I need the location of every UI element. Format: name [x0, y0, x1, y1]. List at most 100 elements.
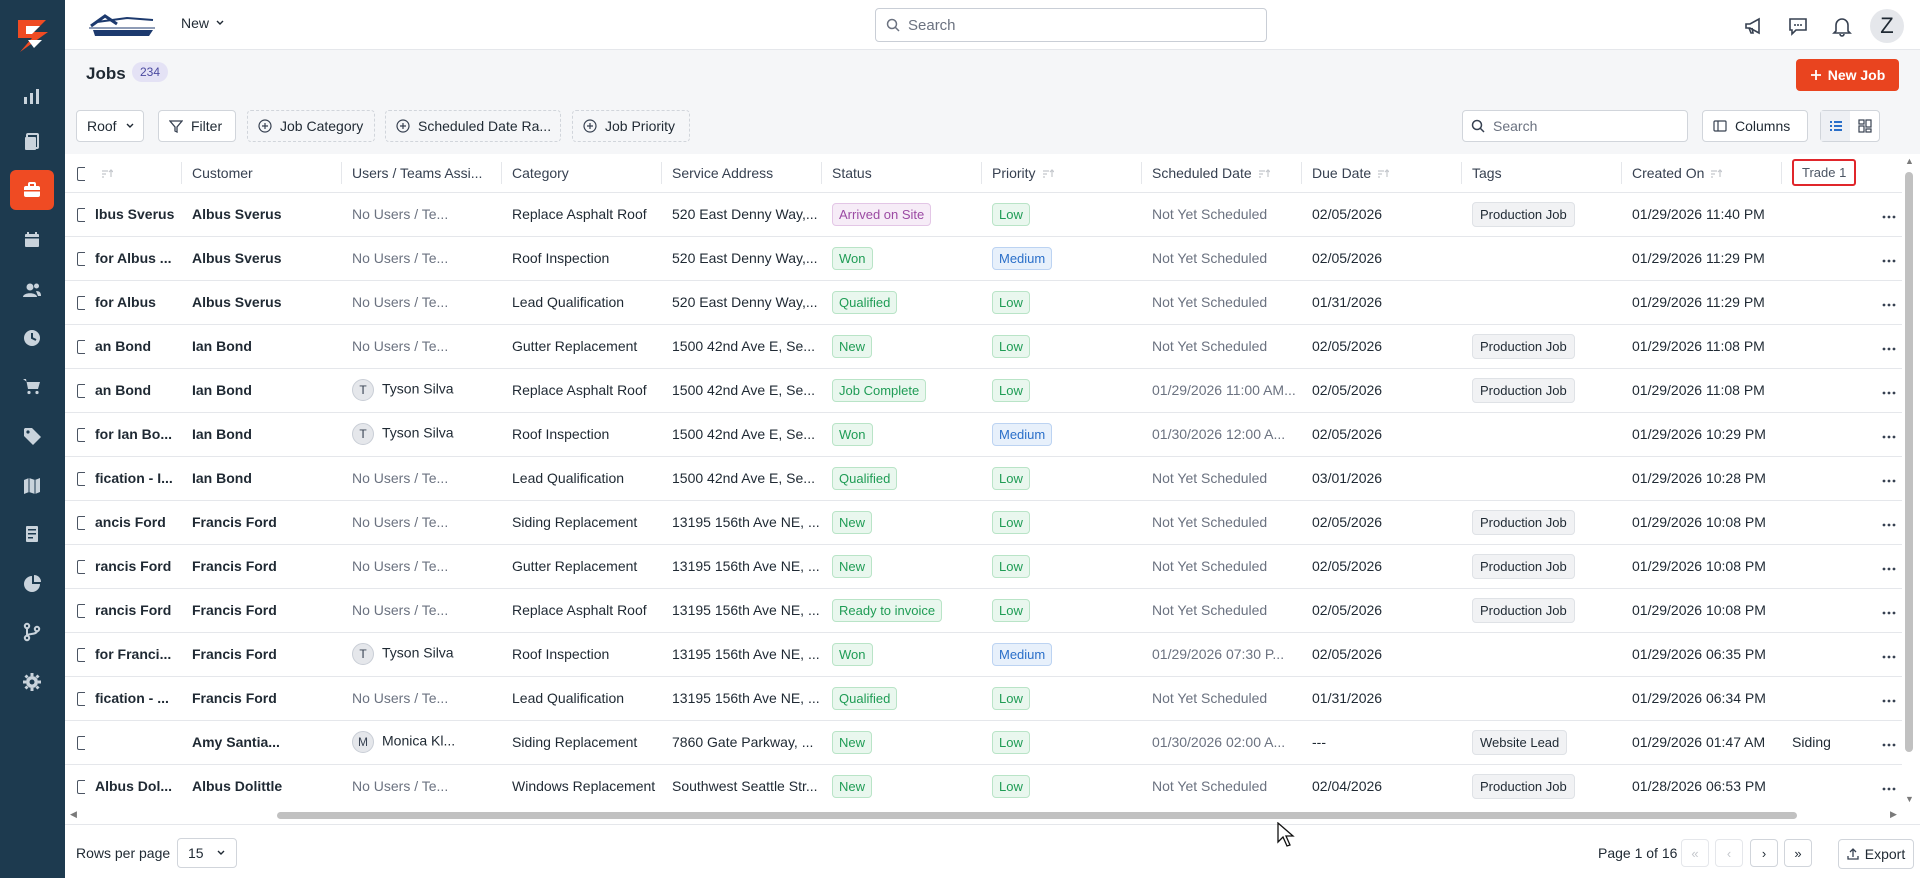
ellipsis-icon[interactable]	[1882, 611, 1896, 615]
vertical-scroll-thumb[interactable]	[1905, 172, 1913, 752]
customer-name[interactable]: Francis Ford	[182, 588, 342, 633]
row-checkbox[interactable]	[77, 692, 85, 707]
table-row[interactable]: for Franci... Francis Ford T Tyson Silva …	[65, 632, 1902, 677]
table-row[interactable]: Albus Dol... Albus Dolittle No Users / T…	[65, 764, 1902, 809]
status-column-header[interactable]: Status	[822, 154, 982, 193]
customer-column-header[interactable]: Customer	[182, 154, 342, 193]
job-name[interactable]	[85, 720, 182, 765]
sidebar-item-reports[interactable]	[10, 564, 54, 604]
row-checkbox[interactable]	[77, 516, 85, 531]
list-view-button[interactable]	[1821, 111, 1850, 141]
row-checkbox[interactable]	[77, 252, 85, 267]
sidebar-item-map[interactable]	[10, 466, 54, 506]
customer-name[interactable]: Albus Sverus	[182, 236, 342, 281]
table-row[interactable]: an Bond Ian Bond No Users / Te... Gutter…	[65, 324, 1902, 369]
job-name[interactable]: an Bond	[85, 368, 182, 413]
scroll-left-arrow[interactable]: ◀	[70, 809, 77, 819]
category-column-header[interactable]: Category	[502, 154, 662, 193]
ellipsis-icon[interactable]	[1882, 523, 1896, 527]
address-column-header[interactable]: Service Address	[662, 154, 822, 193]
job-name[interactable]: for Ian Bo...	[85, 412, 182, 457]
sidebar-item-invoices[interactable]	[10, 514, 54, 554]
job-name[interactable]: lbus Sverus	[85, 192, 182, 237]
table-row[interactable]: rancis Ford Francis Ford No Users / Te..…	[65, 588, 1902, 633]
job-name[interactable]: fication - I...	[85, 456, 182, 501]
ellipsis-icon[interactable]	[1882, 259, 1896, 263]
table-row[interactable]: ancis Ford Francis Ford No Users / Te...…	[65, 500, 1902, 545]
customer-name[interactable]: Francis Ford	[182, 632, 342, 677]
user-avatar[interactable]: Z	[1870, 9, 1904, 43]
last-page-button[interactable]: »	[1784, 839, 1812, 867]
horizontal-scrollbar[interactable]: ◀ ▶	[65, 808, 1905, 822]
ellipsis-icon[interactable]	[1882, 699, 1896, 703]
customer-name[interactable]: Amy Santia...	[182, 720, 342, 765]
announcements-button[interactable]	[1738, 10, 1770, 42]
job-name[interactable]: fication - ...	[85, 676, 182, 721]
next-page-button[interactable]: ›	[1750, 839, 1778, 867]
global-search-input[interactable]	[908, 16, 1228, 34]
customer-name[interactable]: Ian Bond	[182, 324, 342, 369]
job-name[interactable]: ancis Ford	[85, 500, 182, 545]
row-checkbox[interactable]	[77, 648, 85, 663]
row-checkbox[interactable]	[77, 428, 85, 443]
table-row[interactable]: for Albus Albus Sverus No Users / Te... …	[65, 280, 1902, 325]
scheduled-column-header[interactable]: Scheduled Date	[1142, 154, 1302, 193]
messages-button[interactable]	[1782, 10, 1814, 42]
table-row[interactable]: fication - I... Ian Bond No Users / Te..…	[65, 456, 1902, 501]
trade-column-header[interactable]: Trade 1	[1782, 154, 1862, 193]
scroll-down-arrow[interactable]: ▼	[1905, 794, 1914, 804]
table-row[interactable]: lbus Sverus Albus Sverus No Users / Te..…	[65, 192, 1902, 237]
table-row[interactable]: fication - ... Francis Ford No Users / T…	[65, 676, 1902, 721]
row-checkbox[interactable]	[77, 736, 85, 751]
users-column-header[interactable]: Users / Teams Assi...	[342, 154, 502, 193]
select-all-checkbox[interactable]	[77, 166, 85, 181]
columns-button[interactable]: Columns	[1702, 110, 1808, 142]
customer-name[interactable]: Albus Dolittle	[182, 764, 342, 809]
name-column-header[interactable]	[85, 154, 182, 193]
customer-name[interactable]: Ian Bond	[182, 412, 342, 457]
export-button[interactable]: Export	[1838, 839, 1914, 869]
table-row[interactable]: for Albus ... Albus Sverus No Users / Te…	[65, 236, 1902, 281]
row-checkbox[interactable]	[77, 340, 85, 355]
new-menu-button[interactable]: New	[181, 15, 225, 31]
sidebar-item-documents[interactable]	[10, 122, 54, 162]
sidebar-item-time[interactable]	[10, 318, 54, 358]
ellipsis-icon[interactable]	[1882, 303, 1896, 307]
row-checkbox[interactable]	[77, 208, 85, 223]
ellipsis-icon[interactable]	[1882, 391, 1896, 395]
notifications-button[interactable]	[1826, 10, 1858, 42]
ellipsis-icon[interactable]	[1882, 479, 1896, 483]
table-row[interactable]: an Bond Ian Bond T Tyson Silva Replace As…	[65, 368, 1902, 413]
table-row[interactable]: Amy Santia... M Monica Kl... Siding Repla…	[65, 720, 1902, 765]
job-name[interactable]: for Albus	[85, 280, 182, 325]
job-priority-filter[interactable]: Job Priority	[572, 110, 690, 142]
job-name[interactable]: for Albus ...	[85, 236, 182, 281]
customer-name[interactable]: Albus Sverus	[182, 280, 342, 325]
vertical-scrollbar[interactable]: ▲ ▼	[1902, 154, 1916, 808]
sidebar-item-jobs[interactable]	[10, 170, 54, 210]
sidebar-item-dashboard[interactable]	[10, 76, 54, 116]
new-job-button[interactable]: New Job	[1796, 59, 1899, 91]
row-checkbox[interactable]	[77, 604, 85, 619]
ellipsis-icon[interactable]	[1882, 743, 1896, 747]
due-column-header[interactable]: Due Date	[1302, 154, 1462, 193]
table-row[interactable]: for Ian Bo... Ian Bond T Tyson Silva Roof…	[65, 412, 1902, 457]
ellipsis-icon[interactable]	[1882, 567, 1896, 571]
ellipsis-icon[interactable]	[1882, 215, 1896, 219]
filter-button[interactable]: Filter	[158, 110, 236, 142]
sidebar-item-tags[interactable]	[10, 416, 54, 456]
sidebar-item-orders[interactable]	[10, 366, 54, 406]
sidebar-item-calendar[interactable]	[10, 220, 54, 260]
job-name[interactable]: Albus Dol...	[85, 764, 182, 809]
horizontal-scroll-thumb[interactable]	[277, 812, 1797, 819]
ellipsis-icon[interactable]	[1882, 435, 1896, 439]
customer-name[interactable]: Francis Ford	[182, 676, 342, 721]
row-checkbox[interactable]	[77, 384, 85, 399]
roof-selector[interactable]: Roof	[76, 110, 144, 142]
ellipsis-icon[interactable]	[1882, 787, 1896, 791]
board-view-button[interactable]	[1850, 111, 1879, 141]
scheduled-date-filter[interactable]: Scheduled Date Ra...	[385, 110, 561, 142]
priority-column-header[interactable]: Priority	[982, 154, 1142, 193]
row-checkbox[interactable]	[77, 780, 85, 795]
scroll-right-arrow[interactable]: ▶	[1890, 809, 1897, 819]
